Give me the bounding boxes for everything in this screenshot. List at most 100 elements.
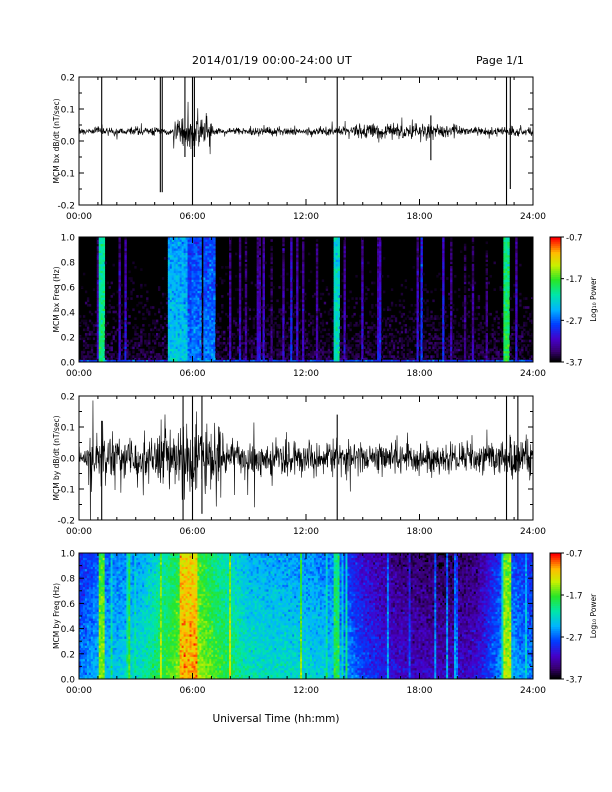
- spectrogram-cell: [92, 324, 96, 327]
- spectrogram-cell: [377, 350, 380, 354]
- spectrogram-cell: [80, 337, 84, 341]
- spectrogram-cell: [183, 355, 186, 358]
- spectrogram-cell: [475, 346, 479, 350]
- spectrogram-cell: [229, 263, 232, 267]
- spectrogram-cell: [100, 239, 104, 242]
- spectrogram-cell: [98, 281, 102, 285]
- spectrogram-cell: [173, 277, 177, 280]
- spectrogram-cell: [260, 306, 263, 309]
- spectrogram-cell: [343, 248, 346, 251]
- spectrogram-cell: [373, 353, 376, 356]
- spectrogram-cell: [169, 297, 173, 300]
- spectrogram-cell: [118, 324, 121, 327]
- spectrogram-cell: [185, 252, 188, 256]
- spectrogram-cell: [282, 279, 285, 283]
- spectrogram-cell: [100, 306, 104, 309]
- spectrogram-cell: [197, 310, 200, 314]
- spectrogram-cell: [262, 292, 265, 296]
- spectrogram-cell: [207, 245, 210, 249]
- spectrogram-cell: [179, 324, 183, 327]
- spectrogram-cell: [430, 341, 433, 345]
- spectrogram-cell: [165, 324, 169, 327]
- spectrogram-cell: [240, 355, 244, 358]
- spectrogram-cell: [183, 326, 186, 329]
- spectrogram-cell: [181, 297, 185, 300]
- spectrogram-cell: [193, 252, 196, 256]
- spectrogram-cell: [124, 348, 127, 352]
- spectrogram-cell: [227, 359, 230, 362]
- spectrogram-cell: [167, 268, 171, 271]
- spectrogram-cell: [337, 252, 340, 256]
- spectrogram-cell: [463, 312, 467, 316]
- spectrogram-cell: [223, 330, 226, 334]
- spectrogram-cell: [446, 346, 449, 350]
- spectrogram-cell: [118, 259, 121, 262]
- spectrogram-cell: [82, 339, 86, 343]
- spectrogram-cell: [351, 350, 354, 354]
- spectrogram-cell: [337, 261, 340, 265]
- spectrogram-cell: [300, 270, 303, 274]
- spectrogram-cell: [335, 295, 338, 298]
- spectrogram-cell: [183, 306, 186, 309]
- spectrogram-cell: [503, 250, 506, 254]
- spectrogram-cell: [262, 277, 265, 280]
- spectrogram-cell: [477, 312, 481, 316]
- spectrogram-cell: [205, 312, 208, 316]
- y-axis-title: MCM bx dB/dt (nT/sec): [52, 98, 61, 183]
- spectrogram-cell: [189, 332, 192, 336]
- spectrogram-cell: [238, 250, 242, 254]
- spectrogram-cell: [343, 241, 346, 245]
- spectrogram-cell: [386, 344, 390, 347]
- spectrogram-cell: [377, 274, 380, 278]
- spectrogram-cell: [207, 292, 210, 296]
- spectrogram-cell: [450, 286, 453, 289]
- spectrogram-cell: [191, 252, 194, 256]
- spectrogram-cell: [100, 277, 104, 280]
- spectrogram-cell: [306, 350, 309, 354]
- spectrogram-cell: [485, 263, 488, 267]
- spectrogram-cell: [197, 341, 200, 345]
- spectrogram-cell: [242, 341, 246, 345]
- spectrogram-cell: [185, 308, 188, 312]
- spectrogram-cell: [229, 277, 232, 280]
- spectrogram-cell: [396, 330, 400, 334]
- spectrogram-cell: [290, 295, 293, 298]
- spectrogram-cell: [412, 355, 415, 358]
- spectrogram-cell: [317, 326, 321, 329]
- spectrogram-cell: [345, 359, 348, 362]
- spectrogram-cell: [491, 324, 494, 327]
- spectrogram-cell: [175, 259, 179, 262]
- spectrogram-cell: [189, 359, 192, 362]
- spectrogram-cell: [238, 341, 242, 345]
- spectrogram-cell: [317, 310, 321, 314]
- spectrogram-cell: [361, 299, 364, 303]
- spectrogram-cell: [258, 239, 261, 242]
- spectrogram-cell: [278, 348, 281, 352]
- spectrogram-cell: [430, 324, 433, 327]
- spectrogram-cell: [379, 252, 382, 256]
- spectrogram-cell: [471, 290, 475, 294]
- spectrogram-cell: [456, 330, 459, 334]
- spectrogram-cell: [315, 348, 319, 352]
- spectrogram-cell: [345, 332, 348, 336]
- spectrogram-cell: [463, 350, 467, 354]
- spectrogram-cell: [345, 350, 348, 354]
- spectrogram-cell: [183, 263, 186, 267]
- spectrogram-cell: [124, 326, 127, 329]
- spectrogram-cell: [106, 350, 109, 354]
- spectrogram-cell: [448, 355, 451, 358]
- spectrogram-cell: [349, 339, 352, 343]
- spectrogram-cell: [197, 357, 200, 361]
- spectrogram-cell: [217, 359, 220, 362]
- spectrogram-cell: [181, 290, 185, 294]
- spectrogram-cell: [181, 321, 185, 325]
- spectrogram-cell: [256, 321, 260, 325]
- spectrogram-cell: [171, 330, 175, 334]
- spectrogram-cell: [199, 241, 202, 245]
- spectrogram-cell: [428, 359, 431, 362]
- spectrogram-cell: [323, 328, 327, 332]
- spectrogram-cell: [343, 261, 346, 265]
- spectrogram-cell: [236, 350, 240, 354]
- spectrogram-cell: [242, 355, 246, 358]
- spectrogram-cell: [471, 239, 475, 242]
